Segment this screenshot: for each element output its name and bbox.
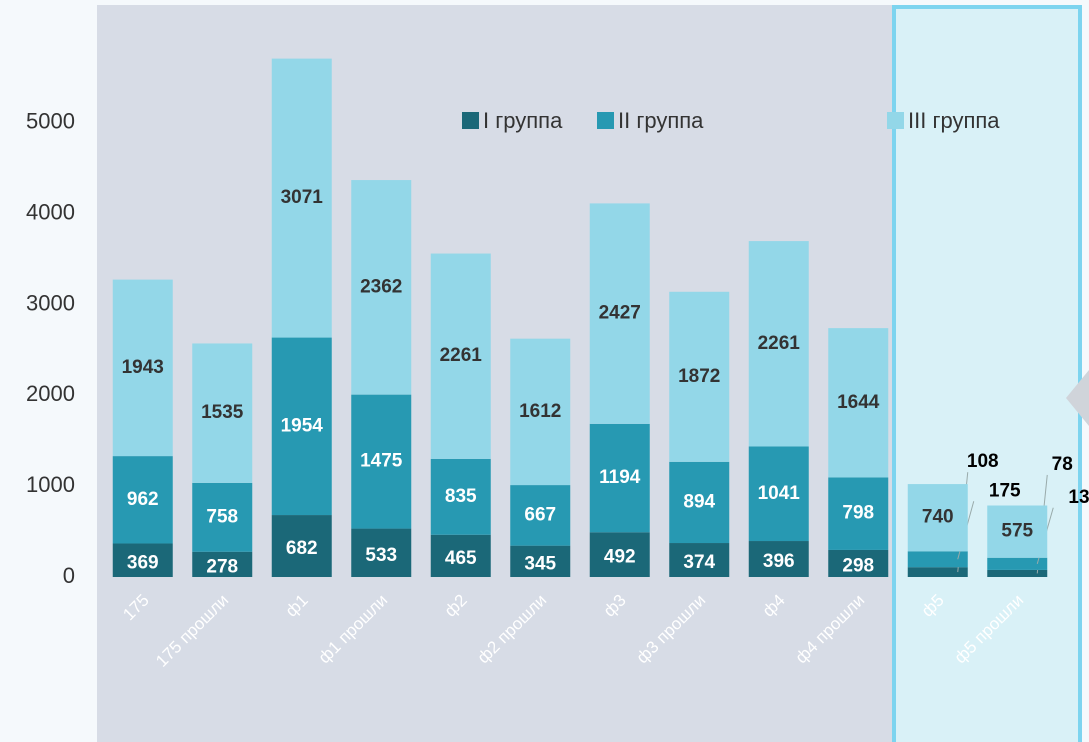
value-label: 1954 [281,415,324,436]
bar-segment [907,567,968,577]
legend-swatch [887,112,904,129]
value-label: 374 [683,552,715,573]
side-arrow [1066,370,1089,426]
bar-segment [271,337,332,516]
bar-segment [828,328,889,478]
bar-segment [987,569,1048,577]
value-label: 962 [127,489,159,510]
bar-segment [112,456,173,544]
value-label: 1872 [678,366,720,387]
value-label: 1612 [519,401,561,422]
value-label: 575 [1001,521,1033,542]
legend-label: I группа [483,108,563,133]
value-label: 894 [683,491,715,512]
bar-segment [430,534,491,577]
value-label: 78 [1052,454,1073,475]
value-label: 740 [922,507,954,528]
bar-segment [748,446,809,542]
bar-segment [589,532,650,577]
y-tick-label: 5000 [26,109,75,134]
value-label: 835 [445,486,477,507]
value-label: 492 [604,547,636,568]
y-tick-label: 2000 [26,381,75,406]
bar-segment [669,291,730,462]
y-tick-label: 0 [63,563,75,588]
value-label: 108 [967,451,999,472]
bar-segment [271,515,332,577]
bar-segment [987,505,1048,558]
value-label: 3071 [281,187,324,208]
bar-segment [351,180,412,395]
value-label: 2427 [599,303,641,324]
bar-segment [430,458,491,535]
y-tick-label: 3000 [26,290,75,315]
value-label: 175 [989,480,1021,501]
value-label: 1475 [360,451,403,472]
bar-segment [828,549,889,577]
bar-segment [669,461,730,544]
legend-label: II группа [618,108,704,133]
bar-segment [430,253,491,459]
bar-segment [192,343,253,483]
bar-segment [987,557,1048,570]
value-label: 758 [206,506,238,527]
bar-segment [510,545,571,577]
value-label: 1194 [599,467,641,488]
value-label: 1041 [758,483,801,504]
bar-segment [669,543,730,577]
value-label: 396 [763,551,795,572]
bar-segment [192,551,253,577]
value-label: 798 [842,503,874,524]
bar-segment [351,528,412,577]
bar-segment [748,541,809,577]
bar-segment [589,203,650,424]
bar-segment [271,58,332,338]
bar-segment [907,551,968,568]
value-label: 1535 [201,402,244,423]
bar-segment [510,485,571,546]
value-label: 2261 [758,333,801,354]
value-label: 465 [445,548,477,569]
bar-segment [351,394,412,529]
legend-swatch [597,112,614,129]
y-tick-label: 1000 [26,472,75,497]
value-label: 533 [365,545,397,566]
value-label: 134 [1068,487,1089,508]
bar-segment [907,484,968,552]
bar-segment [112,279,173,457]
bar-segment [192,482,253,552]
value-label: 667 [524,504,556,525]
value-label: 682 [286,538,318,559]
y-tick-label: 4000 [26,199,75,224]
bar-segment [510,338,571,486]
bar-segment [112,543,173,577]
value-label: 2362 [360,276,402,297]
legend-label: III группа [908,108,1000,133]
value-label: 298 [842,555,874,576]
value-label: 2261 [440,345,483,366]
value-label: 278 [206,556,238,577]
value-label: 369 [127,552,159,573]
value-label: 345 [524,553,556,574]
bar-segment [589,423,650,533]
highlight-area [892,5,1082,742]
legend-swatch [462,112,479,129]
bar-segment [828,477,889,550]
value-label: 1644 [837,392,880,413]
bar-segment [748,241,809,447]
value-label: 1943 [122,357,164,378]
